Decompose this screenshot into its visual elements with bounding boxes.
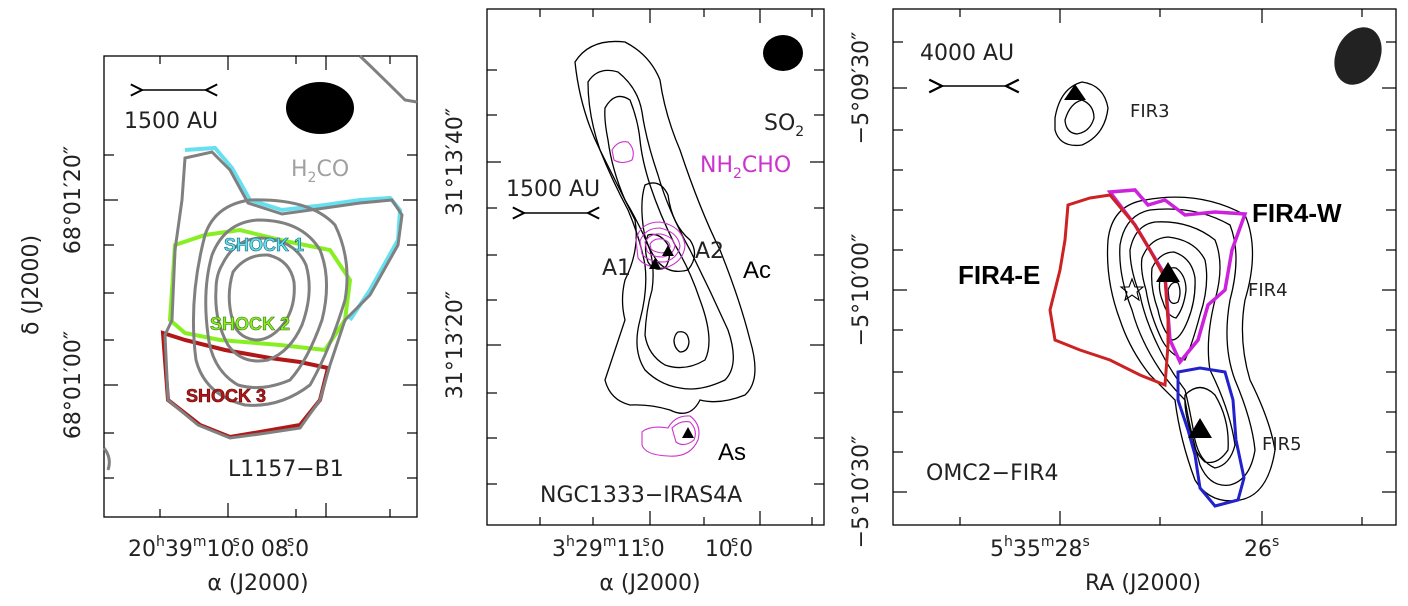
panel2-mol2-label: NH2CHO	[700, 153, 791, 182]
panel2-ticks	[487, 9, 824, 525]
panel1-contour-corner	[358, 54, 418, 104]
h2co-contours	[163, 150, 404, 440]
panel1-beam	[286, 82, 354, 134]
panel3-ytick-1: −5°09′30″	[849, 32, 874, 145]
panel1-source-label: L1157−B1	[228, 457, 344, 482]
panel1-y-axis-label: δ (J2000)	[19, 235, 44, 335]
panel1-molecule-label: H2CO	[291, 157, 349, 186]
panel1-frame	[103, 55, 418, 518]
panel3-ytick-3: −5°10′30″	[849, 436, 874, 549]
panel1-scale-label: 1500 AU	[124, 109, 218, 134]
panel2-source-label: NGC1333−IRAS4A	[540, 483, 742, 508]
fir3-contour-outer	[1054, 81, 1109, 147]
panel-iras4a: 1500 AU A1 A2 Ac As SO2 NH2CHO	[443, 8, 825, 596]
panel3-beam	[1334, 27, 1382, 85]
panel2-x-axis-label: α (J2000)	[599, 571, 700, 596]
shock1-label: SHOCK 1	[224, 235, 304, 255]
source-a1-marker	[649, 258, 661, 269]
panel1-ytick-1: 68°01′20″	[61, 146, 86, 254]
nh2cho-contours	[611, 141, 700, 457]
fir5-label: FIR5	[1262, 434, 1302, 455]
panel3-ytick-2: −5°10′00″	[849, 234, 874, 347]
fir3-label: FIR3	[1130, 101, 1170, 122]
panel3-source-label: OMC2−FIR4	[926, 461, 1059, 486]
panel3-frame	[892, 8, 1397, 526]
shock1-outline	[184, 145, 403, 322]
panel1-ytick-2: 68°01′00″	[61, 331, 86, 439]
panel-omc2: 4000 AU FIR3 FIR4-W FIR4-E FIR4 FIR5 OMC	[849, 8, 1397, 596]
panel2-beam	[763, 35, 803, 71]
label-ac: Ac	[743, 257, 771, 284]
label-a1: A1	[602, 256, 631, 281]
label-a2: A2	[695, 239, 724, 264]
panel1-x-axis-label: α (J2000)	[207, 571, 308, 596]
fir4w-label: FIR4-W	[1252, 198, 1342, 228]
panel3-x-axis-label: RA (J2000)	[1085, 571, 1201, 596]
fir4e-outline	[1048, 193, 1170, 388]
panel3-xtick-1: 5h35m28s	[990, 534, 1090, 562]
panel3-xtick-2: 26s	[1244, 534, 1279, 562]
fir4-contours	[1106, 196, 1276, 502]
fir4e-label: FIR4-E	[958, 260, 1040, 290]
panel2-mol1-label: SO2	[764, 111, 804, 140]
fir5-outline	[1176, 366, 1246, 508]
fir4w-outline	[1106, 188, 1248, 366]
star-marker	[1119, 277, 1145, 302]
fir4-label: FIR4	[1248, 280, 1288, 301]
fir3-contour-inner	[1064, 99, 1095, 135]
fir3-marker	[1064, 84, 1086, 100]
panel3-scale-label: 4000 AU	[920, 41, 1014, 66]
fir4-marker	[1156, 262, 1180, 282]
panel3-ticks	[893, 9, 1396, 525]
panel-l1157: 1500 AU H2CO SHOCK 1 SHOCK 2 SHOCK 3 L11…	[19, 54, 418, 596]
panel2-ytick-1: 31°13′40″	[443, 108, 468, 216]
panel1-xtick: 20h39m10s.0 08s.0	[128, 534, 309, 562]
source-as-marker	[682, 427, 694, 438]
panel2-frame	[486, 8, 825, 526]
panel2-ytick-2: 31°13′20″	[443, 291, 468, 399]
source-a2-marker	[662, 245, 674, 256]
panel1-contour-edge	[102, 447, 111, 471]
fir5-marker	[1188, 418, 1212, 438]
panel2-scale-label: 1500 AU	[506, 177, 600, 202]
shock3-label: SHOCK 3	[186, 386, 266, 406]
so2-contours	[574, 40, 756, 414]
shock2-label: SHOCK 2	[210, 314, 290, 334]
panel1-ticks	[104, 56, 417, 517]
panel2-xtick: 3h29m11s.0 10s.0	[552, 534, 753, 562]
label-as: As	[718, 439, 746, 466]
